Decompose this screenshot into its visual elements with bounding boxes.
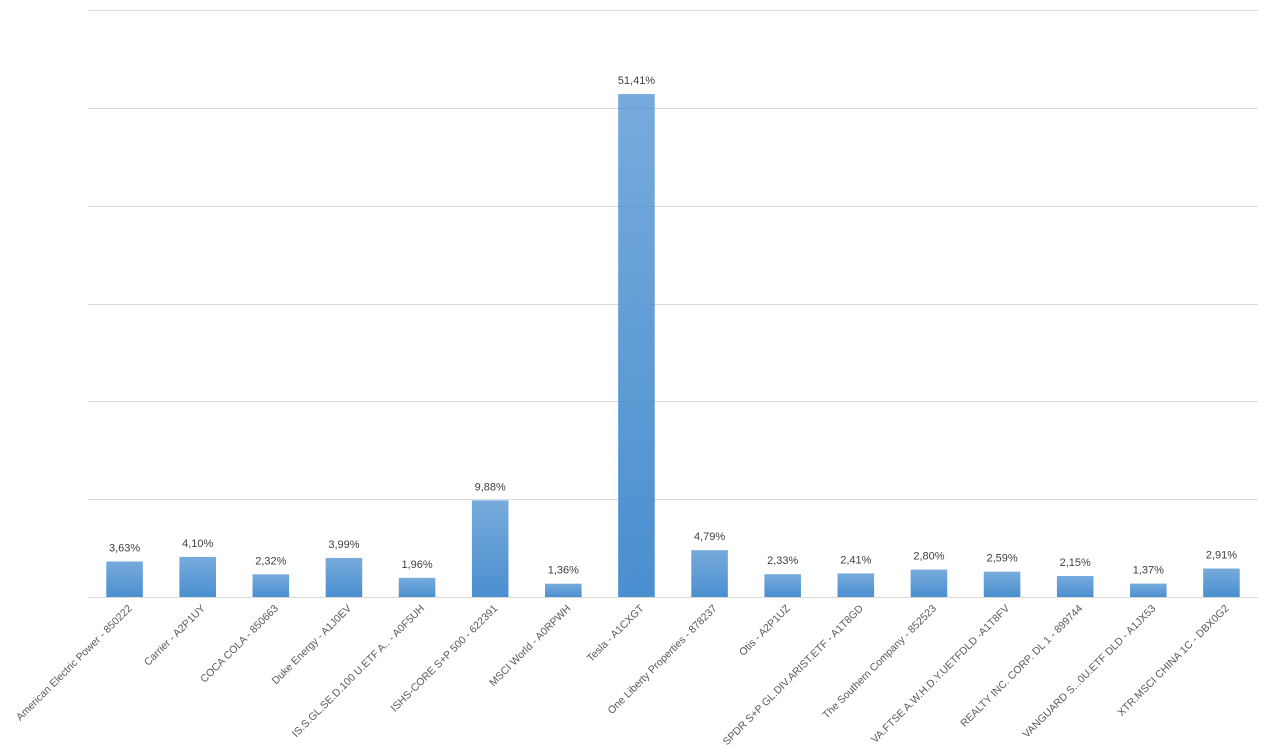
data-label: 1,36% <box>548 565 579 577</box>
bar <box>837 573 875 597</box>
x-tick-label: The Southern Company - 852523 <box>820 602 939 721</box>
x-tick-label: REALTY INC. CORP. DL 1 - 899744 <box>958 602 1085 729</box>
x-tick-label: COCA COLA - 850663 <box>198 602 281 685</box>
x-tick-label: MSCI World - A0RPWH <box>487 603 573 689</box>
bar <box>1130 583 1167 597</box>
bar <box>545 583 582 597</box>
bar <box>1203 568 1240 597</box>
data-label: 1,96% <box>401 559 432 571</box>
bar <box>618 94 655 598</box>
x-tick-label: Duke Energy - A1J0EV <box>270 603 354 687</box>
x-tick-label: SPDR S+P GL.DIV.ARIST.ETF - A1T8GD <box>721 602 867 748</box>
data-label: 4,79% <box>694 531 725 543</box>
x-tick-label: VANGUARD S...0U.ETF DLD - A1JX53 <box>1020 602 1158 740</box>
bar <box>1056 575 1094 597</box>
bar <box>179 556 216 597</box>
data-label: 3,99% <box>328 539 359 551</box>
data-label: 2,15% <box>1060 557 1091 569</box>
data-label: 3,63% <box>109 542 140 554</box>
x-tick-label: Otis - A2P1UZ <box>737 602 793 658</box>
bar <box>106 561 143 597</box>
bar <box>691 550 728 597</box>
data-label: 2,59% <box>986 553 1017 565</box>
x-tick-label: Tesla - A1CXGT <box>585 602 647 664</box>
bar <box>764 574 801 597</box>
data-label: 2,32% <box>255 555 286 567</box>
x-tick-label: Carrier - A2P1UY <box>142 603 208 669</box>
data-label: 1,37% <box>1133 565 1164 577</box>
bar <box>471 500 509 597</box>
bar <box>983 571 1021 597</box>
data-label: 2,41% <box>840 554 871 566</box>
bar <box>910 569 948 597</box>
data-label: 2,33% <box>767 555 798 567</box>
x-tick-label: American Electric Power - 850222 <box>14 602 135 723</box>
bar <box>325 557 363 597</box>
bar <box>398 577 436 597</box>
data-label: 4,10% <box>182 538 213 550</box>
bar <box>252 574 290 597</box>
data-label: 9,88% <box>475 481 506 493</box>
x-tick-label: IS.S.GL.SE.D.100 U.ETF A.. - A0F5UH <box>290 603 427 740</box>
data-label: 51,41% <box>618 75 656 87</box>
x-tick-label: VA.FTSE A.W.H.D.Y.UETFDLD -A1T8FV <box>869 603 1012 746</box>
data-label: 2,80% <box>913 551 944 563</box>
data-label: 2,91% <box>1206 550 1237 562</box>
